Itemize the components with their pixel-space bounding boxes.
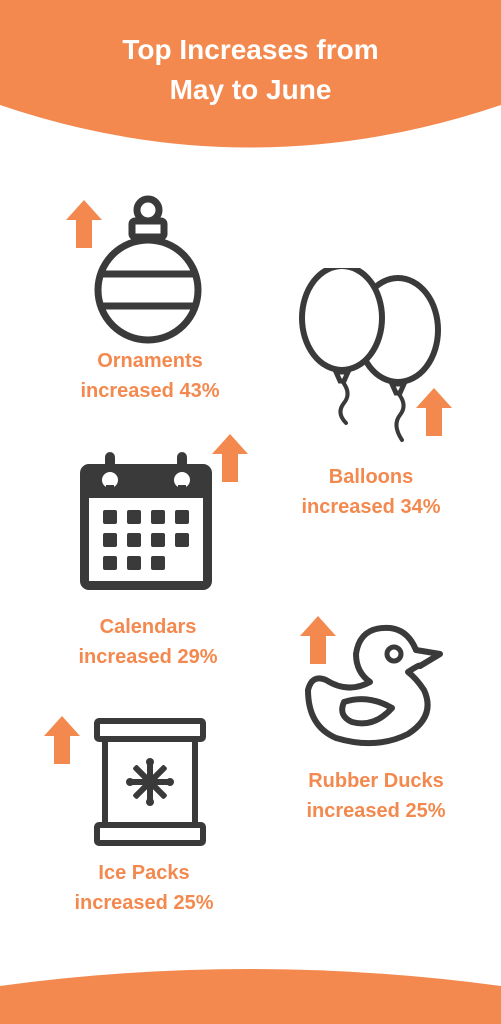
ornaments-increase: increased 43% bbox=[80, 380, 220, 402]
rubber-ducks-name: Rubber Ducks bbox=[308, 770, 444, 792]
balloons-label: Balloons increased 34% bbox=[261, 462, 481, 522]
calendar-icon bbox=[80, 452, 212, 590]
rubber-ducks-increase: increased 25% bbox=[306, 800, 446, 822]
rubber-duck-icon bbox=[305, 624, 443, 747]
balloons-increase: increased 34% bbox=[301, 496, 441, 518]
up-arrow-icon bbox=[212, 434, 248, 482]
ice-packs-label: Ice Packs increased 25% bbox=[34, 858, 254, 918]
title-line-1: Top Increases from bbox=[122, 34, 379, 65]
up-arrow-icon bbox=[416, 388, 452, 436]
ornaments-label: Ornaments increased 43% bbox=[40, 346, 260, 406]
title-line-2: May to June bbox=[169, 74, 332, 105]
page-title: Top Increases from May to June bbox=[0, 30, 501, 110]
up-arrow-icon bbox=[44, 716, 80, 764]
up-arrow-icon bbox=[66, 200, 102, 248]
balloons-icon bbox=[299, 268, 441, 442]
calendars-label: Calendars increased 29% bbox=[38, 612, 258, 672]
calendars-increase: increased 29% bbox=[78, 646, 218, 668]
ornaments-name: Ornaments bbox=[97, 350, 203, 372]
ice-pack-icon bbox=[94, 718, 206, 846]
top-banner bbox=[0, 0, 501, 148]
calendars-name: Calendars bbox=[99, 616, 197, 638]
ice-packs-increase: increased 25% bbox=[74, 892, 214, 914]
rubber-ducks-label: Rubber Ducks increased 25% bbox=[266, 766, 486, 826]
snowflake-icon bbox=[126, 758, 174, 806]
bottom-banner bbox=[0, 969, 501, 1024]
ornament-icon bbox=[94, 195, 202, 344]
ice-packs-name: Ice Packs bbox=[98, 862, 190, 884]
balloons-name: Balloons bbox=[328, 466, 414, 488]
up-arrow-icon bbox=[300, 616, 336, 664]
